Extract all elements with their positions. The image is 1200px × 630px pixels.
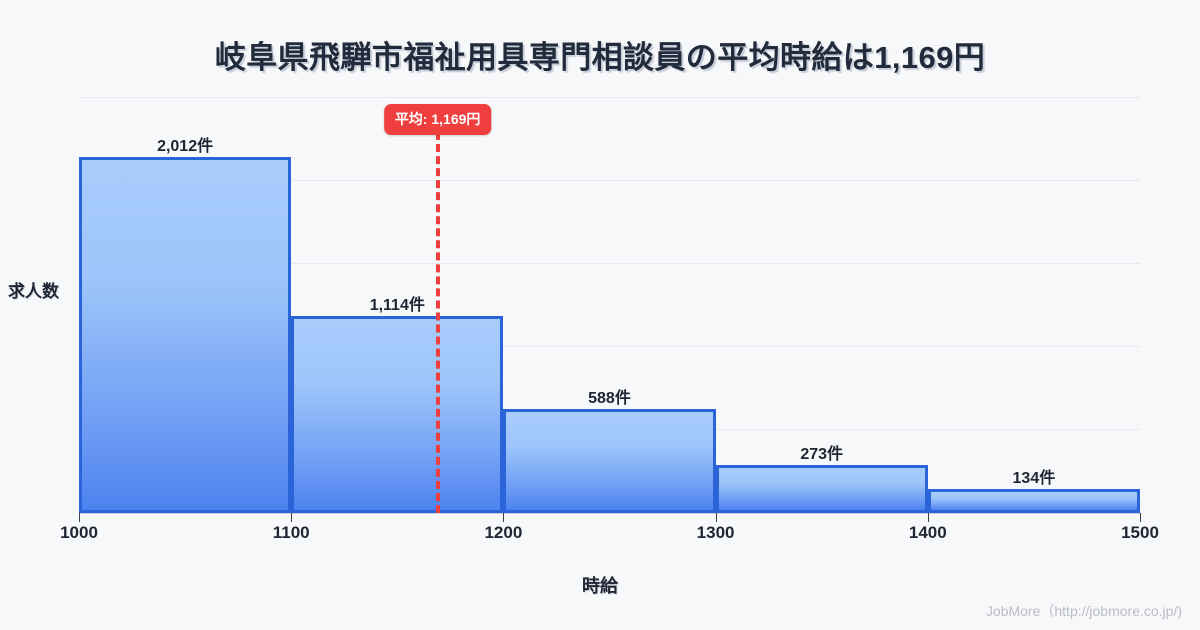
x-tick-label: 1000 bbox=[60, 523, 98, 542]
x-tick-label: 1500 bbox=[1121, 523, 1159, 542]
x-tick bbox=[927, 513, 929, 522]
x-tick-label: 1100 bbox=[272, 523, 310, 542]
bar-value-label: 134件 bbox=[1012, 470, 1056, 488]
average-line bbox=[435, 132, 440, 513]
bar-value-label: 588件 bbox=[588, 389, 631, 407]
bar-value-label: 1,114件 bbox=[369, 296, 425, 314]
bar-value-label: 273件 bbox=[800, 445, 844, 463]
gridline bbox=[79, 180, 1140, 181]
x-tick-label: 1300 bbox=[696, 523, 735, 542]
x-tick bbox=[715, 513, 717, 522]
chart-title: 岐阜県飛騨市福祉用具専門相談員の平均時給は1,169円 bbox=[214, 40, 986, 75]
x-tick-label: 1200 bbox=[484, 523, 523, 542]
x-tick bbox=[1140, 513, 1141, 522]
watermark: JobMore（http://jobmore.co.jp/) bbox=[985, 603, 1182, 619]
bar-1400-1500 bbox=[927, 489, 1140, 513]
bar-value-label: 2,012件 bbox=[157, 137, 214, 155]
x-tick-label: 1400 bbox=[908, 523, 947, 542]
gridline bbox=[79, 97, 1140, 98]
y-axis-title: 求人数 bbox=[8, 282, 59, 301]
bar-1100-1200 bbox=[291, 315, 504, 513]
bar-1300-1400 bbox=[715, 464, 928, 513]
bar-1000-1100 bbox=[79, 156, 292, 513]
gridline bbox=[79, 346, 1140, 347]
x-tick bbox=[503, 513, 505, 522]
x-axis-title: 時給 bbox=[582, 576, 618, 596]
bar-1200-1300 bbox=[503, 408, 716, 513]
x-tick bbox=[291, 513, 293, 522]
x-axis-baseline bbox=[79, 513, 1140, 514]
x-tick bbox=[79, 513, 80, 522]
gridline bbox=[79, 263, 1140, 264]
average-badge: 平均: 1,169円 bbox=[383, 104, 492, 135]
